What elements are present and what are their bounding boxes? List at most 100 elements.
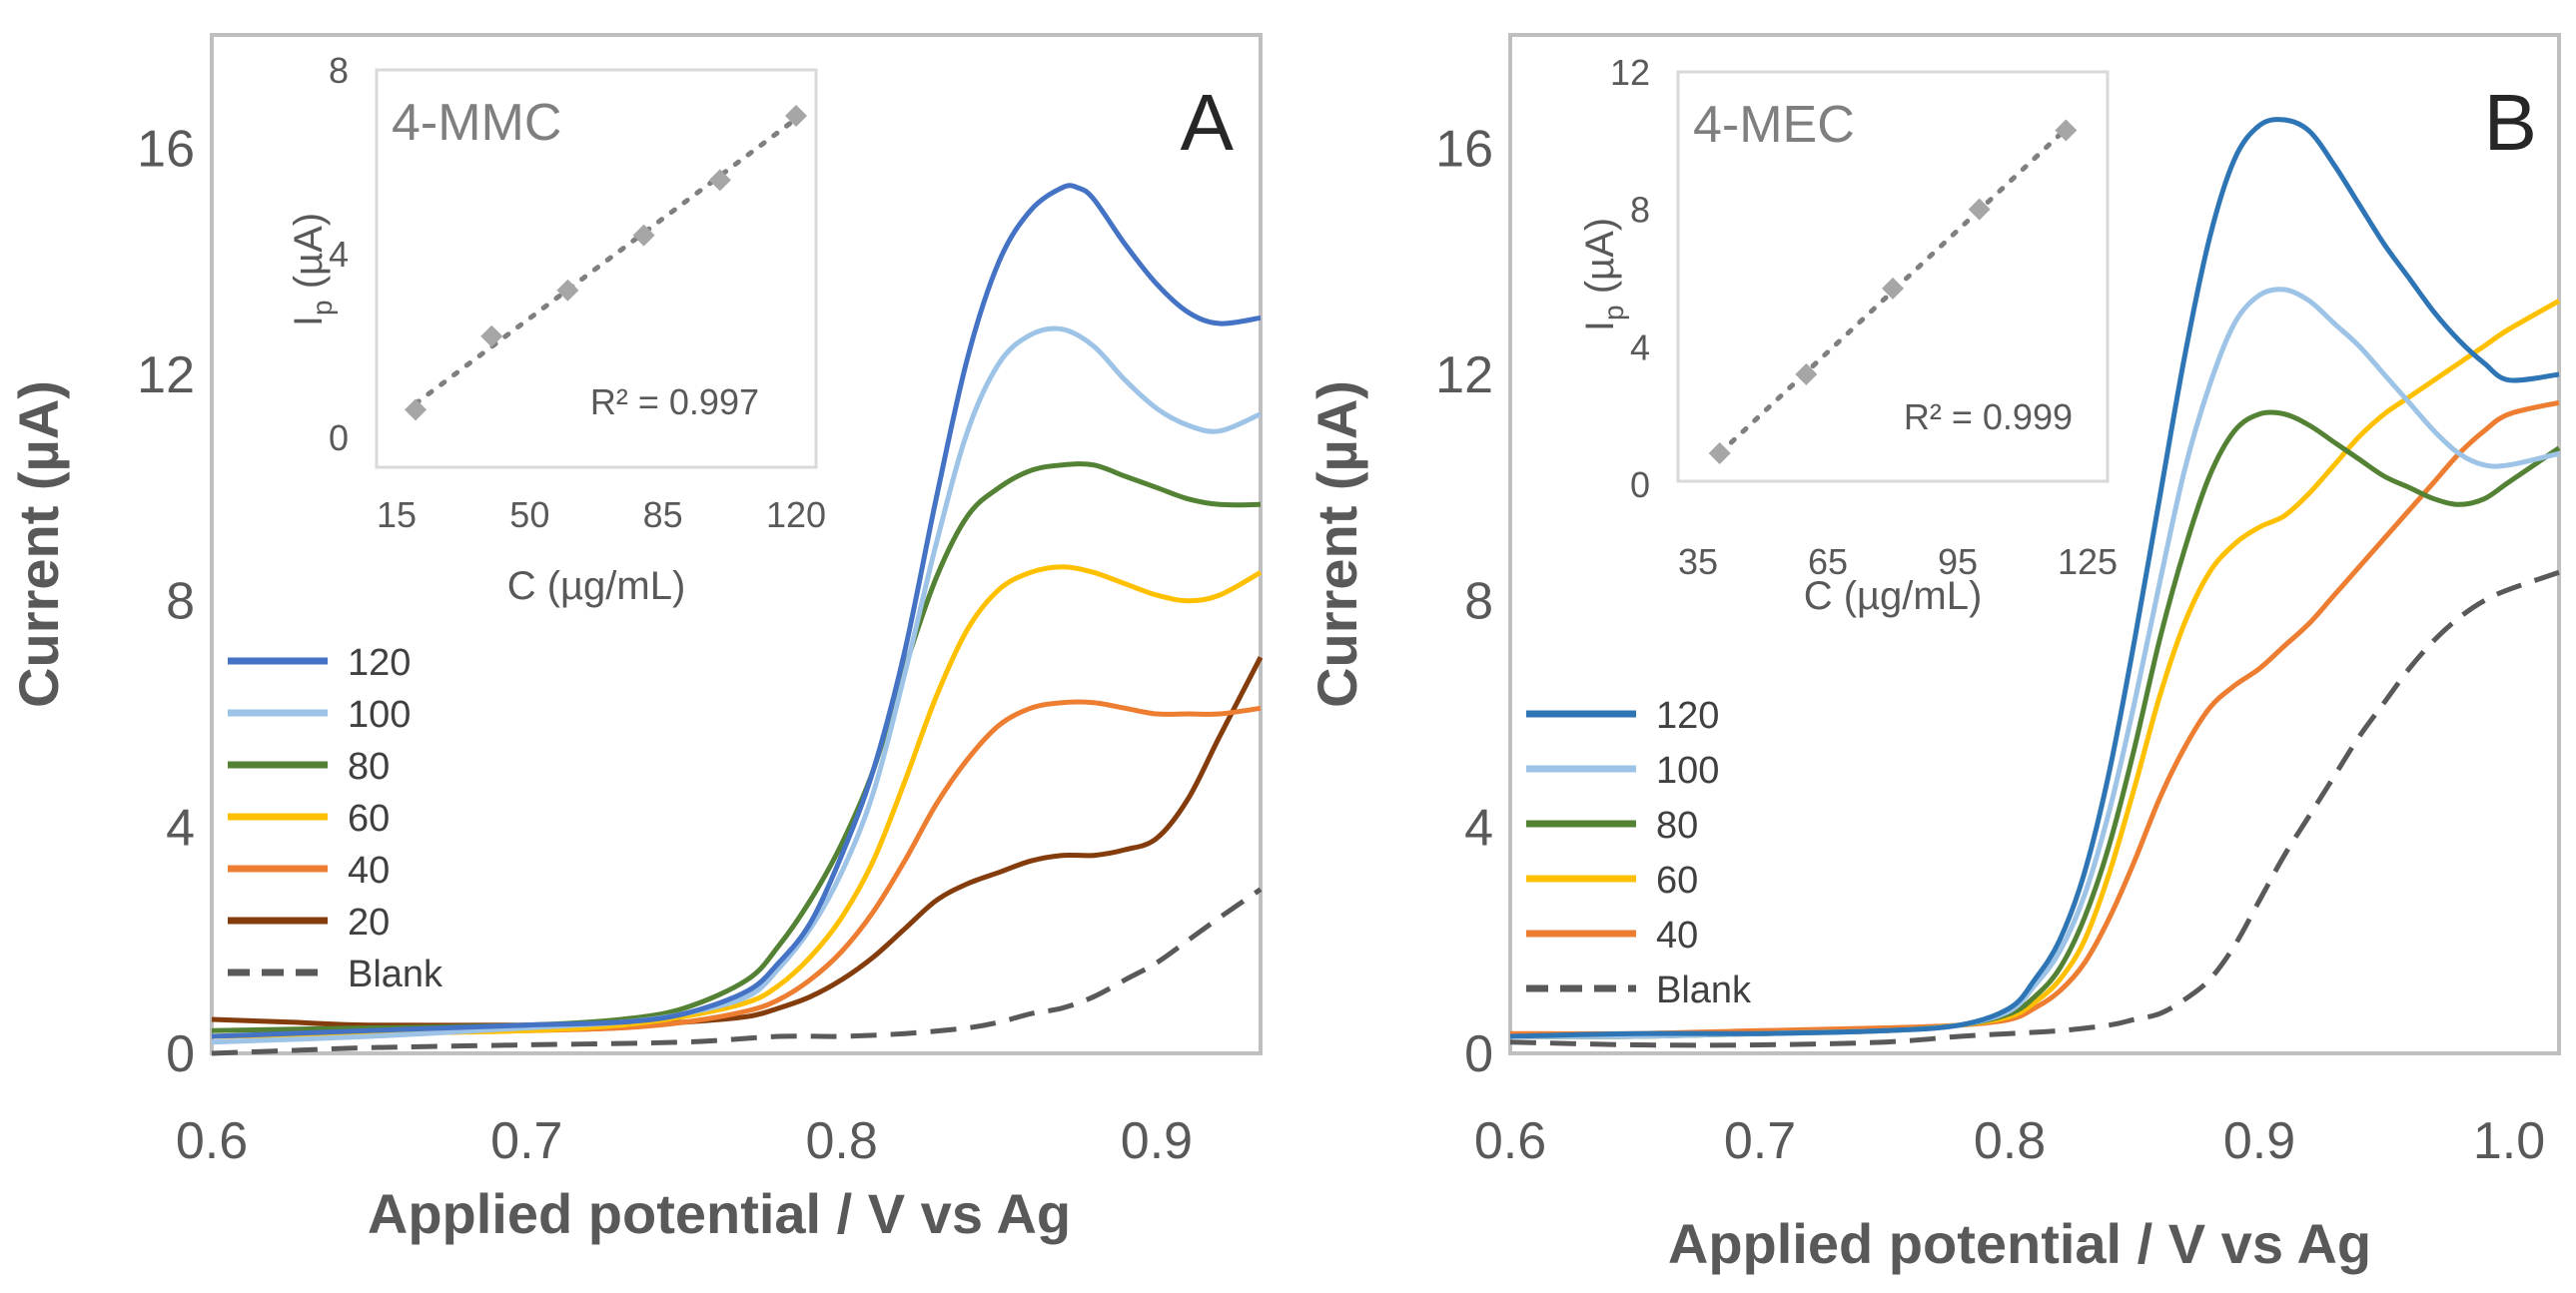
panel-a-legend-label-20: 20 bbox=[348, 902, 390, 944]
panel-a-inset-data-point bbox=[556, 279, 579, 302]
panel-a-inset-x-title: C (µg/mL) bbox=[507, 564, 686, 608]
panel-a-inset-x-tick-label: 85 bbox=[643, 494, 683, 535]
panel-a-inset-y-title-sub: p bbox=[307, 300, 338, 316]
panel-b-legend: 120 100 80 60 40 Blank bbox=[1526, 695, 1752, 1011]
panel-a-y-tick-label: 8 bbox=[166, 573, 195, 631]
panel-a-inset-y-title-main: I bbox=[287, 316, 331, 326]
panel-a-legend: 120 100 80 60 40 20 Blank bbox=[228, 642, 443, 995]
panel-b-x-axis-title: Applied potential / V vs Ag bbox=[1668, 1212, 2371, 1275]
panel-b-y-tick-label: 12 bbox=[1435, 346, 1493, 404]
panel-b-inset-frame bbox=[1676, 70, 2110, 483]
panel-a-x-tick-label: 0.8 bbox=[805, 1112, 877, 1170]
panel-a-legend-label-blank: Blank bbox=[348, 954, 443, 995]
panel-b-y-tick-label: 4 bbox=[1464, 799, 1493, 857]
panel-a-inset-x-tick-label: 50 bbox=[509, 494, 549, 535]
panel-a-inset-trendline bbox=[413, 116, 799, 406]
panel-b-letter: B bbox=[2484, 78, 2537, 167]
panel-b-series bbox=[1509, 117, 2561, 1048]
panel-a-inset-y-title: Ip (µA) bbox=[287, 213, 338, 326]
panel-a-legend-label-60: 60 bbox=[348, 798, 390, 840]
panel-a-chart: A 0 4 8 12 16 0.6 0.7 0.8 0.9 Current (µA) Appl… bbox=[7, 33, 1264, 1245]
panel-b-inset-x-tick-label: 65 bbox=[1808, 541, 1848, 582]
panel-b-inset-data-point bbox=[1795, 362, 1818, 385]
panel-a-y-tick-label: 16 bbox=[137, 120, 195, 178]
panel-a-x-tick-label: 0.9 bbox=[1121, 1112, 1193, 1170]
panel-b-inset-y-ticks: 0 4 8 12 bbox=[1610, 52, 1650, 505]
panel-a-y-tick-label: 12 bbox=[137, 346, 195, 404]
panel-b-inset-data-point bbox=[1882, 277, 1904, 300]
panel-b-inset-data-point bbox=[1708, 442, 1731, 465]
panel-a-inset-x-tick-label: 15 bbox=[377, 494, 417, 535]
panel-a-x-tick-label: 0.7 bbox=[490, 1112, 562, 1170]
panel-b-y-tick-label: 8 bbox=[1464, 573, 1493, 631]
panel-b-series-120-line bbox=[1509, 117, 2560, 1039]
panel-b-inset-y-tick-label: 8 bbox=[1630, 190, 1650, 231]
panel-b-inset-x-ticks: 35 65 95 125 bbox=[1678, 541, 2118, 582]
panel-a-series bbox=[211, 183, 1264, 1056]
panel-a-inset: 4-MMC R² = 0.997 0 4 8 15 50 85 120 Ip (µA) C… bbox=[287, 50, 826, 608]
panel-a-y-ticks: 0 4 8 12 16 bbox=[137, 120, 195, 1083]
panel-b-inset-y-tick-label: 12 bbox=[1610, 52, 1650, 93]
panel-a-y-tick-label: 4 bbox=[166, 799, 195, 857]
panel-b-inset-y-tick-label: 0 bbox=[1630, 464, 1650, 505]
panel-a-legend-label-40: 40 bbox=[348, 850, 390, 892]
panel-a-x-ticks: 0.6 0.7 0.8 0.9 bbox=[176, 1112, 1193, 1170]
panel-a-inset-marks bbox=[405, 105, 807, 421]
panel-a-x-axis-title: Applied potential / V vs Ag bbox=[368, 1182, 1071, 1245]
panel-a-inset-y-tick-label: 0 bbox=[329, 417, 349, 458]
panel-b-inset-y-title-sub: p bbox=[1598, 305, 1629, 321]
panel-b-inset-x-tick-label: 125 bbox=[2058, 541, 2118, 582]
panel-b-inset-x-tick-label: 35 bbox=[1678, 541, 1718, 582]
panel-a-letter: A bbox=[1181, 78, 1235, 167]
panel-a-inset-label: 4-MMC bbox=[392, 94, 561, 152]
panel-a-inset-data-point bbox=[632, 224, 655, 247]
panel-a-inset-y-tick-label: 4 bbox=[329, 234, 349, 275]
panel-b-inset-x-tick-label: 95 bbox=[1938, 541, 1978, 582]
panel-a-inset-data-point bbox=[405, 398, 428, 421]
panel-b-legend-label-blank: Blank bbox=[1656, 970, 1752, 1011]
panel-a-inset-y-tick-label: 8 bbox=[329, 50, 349, 91]
panel-a-inset-y-title-rest: (µA) bbox=[287, 213, 331, 300]
panel-b-inset-r2: R² = 0.999 bbox=[1904, 396, 2073, 437]
panel-b-legend-label-60: 60 bbox=[1656, 860, 1698, 902]
panel-a-series-blank-line bbox=[211, 887, 1263, 1056]
panel-a-inset-r2: R² = 0.997 bbox=[590, 381, 759, 422]
panel-b-legend-label-80: 80 bbox=[1656, 805, 1698, 847]
panel-a-plot-frame bbox=[210, 33, 1263, 1055]
panel-b-x-tick-label: 0.7 bbox=[1724, 1112, 1796, 1170]
panel-b-legend-label-100: 100 bbox=[1656, 750, 1719, 792]
panel-a-legend-label-80: 80 bbox=[348, 746, 390, 788]
panel-b-inset-y-title-rest: (µA) bbox=[1578, 218, 1622, 305]
panel-b-chart: B 0 4 8 12 16 0.6 0.7 0.8 0.9 1.0 Current (µA) A… bbox=[1305, 33, 2561, 1275]
panel-a-inset-x-ticks: 15 50 85 120 bbox=[377, 494, 826, 535]
panel-b-x-tick-label: 0.9 bbox=[2223, 1112, 2295, 1170]
panel-b-legend-label-40: 40 bbox=[1656, 915, 1698, 957]
panel-b-plot-frame bbox=[1508, 33, 2561, 1055]
panel-b-inset-data-point bbox=[1968, 198, 1991, 221]
panel-b-legend-label-120: 120 bbox=[1656, 695, 1719, 737]
panel-b-series-blank-line bbox=[1509, 569, 2560, 1048]
panel-b-inset-label: 4-MEC bbox=[1693, 96, 1855, 154]
panel-a-series-60-line bbox=[211, 564, 1263, 1039]
panel-a-series-120-line bbox=[211, 183, 1262, 1039]
panel-b-inset-y-title: Ip (µA) bbox=[1578, 218, 1629, 331]
panel-b-inset-y-tick-label: 4 bbox=[1630, 326, 1650, 367]
panel-b-x-ticks: 0.6 0.7 0.8 0.9 1.0 bbox=[1474, 1112, 2545, 1170]
panel-b-x-tick-label: 0.6 bbox=[1474, 1112, 1546, 1170]
panel-b-inset: 4-MEC R² = 0.999 0 4 8 12 35 65 95 125 Ip (µA)… bbox=[1578, 52, 2118, 618]
panel-a-inset-data-point bbox=[708, 169, 731, 192]
panel-a-legend-label-120: 120 bbox=[348, 642, 411, 684]
panel-a-inset-data-point bbox=[785, 105, 807, 127]
panel-b-inset-marks bbox=[1708, 119, 2078, 465]
panel-b-y-axis-title: Current (µA) bbox=[1305, 380, 1368, 708]
panel-b-inset-data-point bbox=[2055, 119, 2078, 142]
panel-a-legend-label-100: 100 bbox=[348, 694, 411, 736]
panel-a-x-tick-label: 0.6 bbox=[176, 1112, 248, 1170]
panel-a-inset-data-point bbox=[480, 324, 503, 347]
panel-a-inset-y-ticks: 0 4 8 bbox=[329, 50, 349, 458]
panel-a-y-tick-label: 0 bbox=[166, 1025, 195, 1083]
panel-b-inset-x-title: C (µg/mL) bbox=[1804, 574, 1983, 618]
panel-b-y-tick-label: 0 bbox=[1464, 1025, 1493, 1083]
panel-b-inset-y-title-main: I bbox=[1578, 321, 1622, 331]
